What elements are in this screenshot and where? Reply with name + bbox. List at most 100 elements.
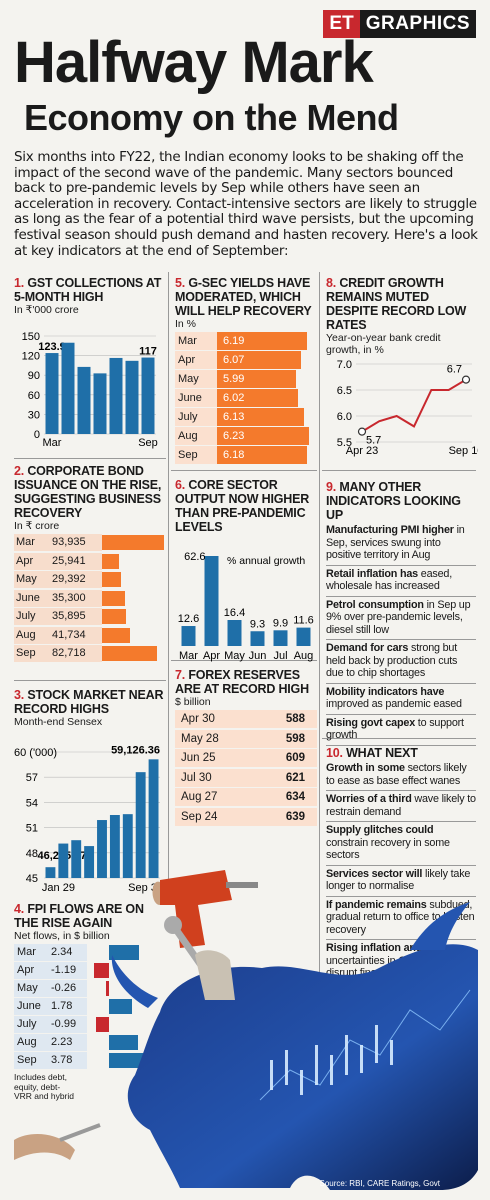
- forex-row: Apr 30 588: [175, 710, 317, 728]
- what-next-item-bold: Worries of a third: [326, 793, 412, 805]
- divider-core-forex: [171, 660, 317, 661]
- stock-ytick: 51: [26, 823, 38, 835]
- fpi-bar-track: [87, 1053, 159, 1068]
- credit-annotation: 6.7: [447, 364, 462, 376]
- indicator-item-bold: Petrol consumption: [326, 598, 424, 611]
- gst-bar: [141, 357, 155, 434]
- fpi-category: Sep: [14, 1052, 47, 1069]
- forex-date: Apr 30: [181, 713, 215, 725]
- gst-ytick: 60: [28, 390, 40, 402]
- stock-bar: [71, 840, 82, 878]
- what-next-item: Growth in some sectors likely to ease as…: [326, 760, 476, 791]
- bond-bar: [102, 627, 130, 643]
- indicators-list: Manufacturing PMI higher in Sep, service…: [326, 522, 476, 746]
- fpi-value: 2.34: [47, 944, 87, 961]
- what-next-item-text: uncertainties in China can disrupt finan…: [326, 954, 446, 980]
- what-next-item-bold: Supply glitches could: [326, 824, 434, 836]
- bond-bar: [102, 572, 122, 587]
- section-stock: 3. STOCK MARKET NEAR RECORD HIGHS Month-…: [14, 688, 166, 905]
- forex-date: Jul 30: [181, 771, 212, 784]
- page-title: Halfway Mark: [14, 30, 374, 95]
- fpi-title: FPI FLOWS ARE ON THE RISE AGAIN: [14, 902, 144, 930]
- core-data-label: 11.6: [293, 615, 314, 627]
- gst-xtick: Sep: [138, 437, 158, 449]
- core-data-label: 9.3: [250, 618, 265, 630]
- stock-bar: [109, 815, 120, 878]
- indicators-title: MANY OTHER INDICATORS LOOKING UP: [326, 480, 461, 522]
- gsec-bar: 6.02: [217, 389, 299, 407]
- stock-xtick: Sep 30: [128, 882, 163, 894]
- forex-value: 639: [285, 810, 305, 823]
- bond-category: June: [14, 589, 52, 607]
- fpi-bar: [96, 1017, 109, 1032]
- fpi-value: 1.78: [47, 998, 87, 1015]
- fpi-value: -0.99: [47, 1016, 87, 1033]
- gst-title: GST COLLECTIONS AT 5-MONTH HIGH: [14, 276, 162, 304]
- forex-row: Sep 24 639: [175, 807, 317, 826]
- fpi-value: -0.26: [47, 980, 87, 997]
- forex-value: 598: [285, 732, 305, 745]
- gsec-bar: 6.07: [217, 351, 301, 369]
- fpi-bar-track: [87, 999, 157, 1014]
- forex-value: 609: [285, 752, 305, 764]
- gsec-row: May 5.99: [175, 370, 317, 388]
- gsec-row: July 6.13: [175, 408, 317, 426]
- bond-value: 82,718: [52, 645, 102, 662]
- gst-bar: [93, 373, 107, 434]
- fpi-row: Apr -1.19: [14, 962, 166, 979]
- section-what-next: 10. WHAT NEXT Growth in some sectors lik…: [326, 746, 476, 984]
- what-next-item: Supply glitches could constrain recovery…: [326, 822, 476, 866]
- gst-unit: In ₹'000 crore: [14, 304, 79, 316]
- stock-bar: [84, 846, 95, 878]
- indicator-item-text: strong but held back by production cuts …: [326, 642, 458, 679]
- bond-row: Apr 25,941: [14, 552, 166, 570]
- gst-bar: [77, 366, 91, 434]
- fpi-bar-track: [87, 1017, 157, 1032]
- fpi-row: June 1.78: [14, 998, 166, 1015]
- indicator-item-text: eased, wholesale has increased: [326, 567, 453, 593]
- fpi-category: Apr: [14, 962, 47, 979]
- indicator-item-bold: Mobility indicators have: [326, 685, 445, 698]
- section-bond: 2. CORPORATE BOND ISSUANCE ON THE RISE, …: [14, 464, 166, 664]
- core-xtick: Apr: [203, 650, 220, 662]
- bond-bar: [102, 553, 120, 569]
- what-next-list: Growth in some sectors likely to ease as…: [326, 760, 476, 984]
- fpi-value: 2.23: [47, 1034, 87, 1051]
- bond-row: July 35,895: [14, 608, 166, 625]
- indicator-item-bold: Rising govt capex: [326, 716, 415, 729]
- what-next-item-text: constrain recovery in some sectors: [326, 836, 450, 862]
- indicator-item-bold: Retail inflation has: [326, 567, 418, 580]
- credit-point: [461, 375, 471, 384]
- gsec-row: Aug 6.23: [175, 427, 317, 445]
- bond-value: 29,392: [52, 571, 102, 588]
- page-subtitle: Economy on the Mend: [24, 97, 399, 138]
- divider-credit-ind: [322, 470, 476, 471]
- section-gst: 1. GST COLLECTIONS AT 5-MONTH HIGH In ₹'…: [14, 276, 166, 456]
- section-core: 6. CORE SECTOR OUTPUT NOW HIGHER THAN PR…: [175, 478, 317, 669]
- bond-category: Apr: [14, 552, 52, 570]
- fpi-category: May: [14, 980, 47, 997]
- bond-value: 25,941: [52, 552, 102, 570]
- indicator-item: Demand for cars strong but held back by …: [326, 640, 476, 684]
- fpi-bar-track: [87, 963, 157, 978]
- credit-ytick: 6.0: [337, 411, 352, 423]
- bond-value: 35,895: [52, 608, 102, 625]
- stock-bar: [148, 759, 159, 878]
- fpi-bar: [109, 1053, 159, 1068]
- indicator-item-text: in Sep up 9% over pre-pandemic levels, d…: [326, 598, 471, 636]
- hand-wrench-icon: [164, 916, 235, 1000]
- forex-row: Jun 25 609: [175, 749, 317, 767]
- indicator-item: Manufacturing PMI higher in Sep, service…: [326, 522, 476, 566]
- forex-row: Aug 27 634: [175, 788, 317, 806]
- what-next-item: If pandemic remains subdued, gradual ret…: [326, 897, 476, 940]
- core-xtick: May: [224, 650, 245, 662]
- fpi-row: Aug 2.23: [14, 1034, 166, 1051]
- fpi-bar-track: [87, 1035, 157, 1050]
- core-bar: [181, 626, 196, 646]
- hand-oilcan-icon: [14, 1123, 101, 1160]
- what-next-item-bold: Growth in some: [326, 762, 405, 774]
- core-bar: [273, 630, 288, 646]
- gsec-category: Apr: [175, 351, 217, 369]
- core-xtick: Aug: [294, 650, 314, 662]
